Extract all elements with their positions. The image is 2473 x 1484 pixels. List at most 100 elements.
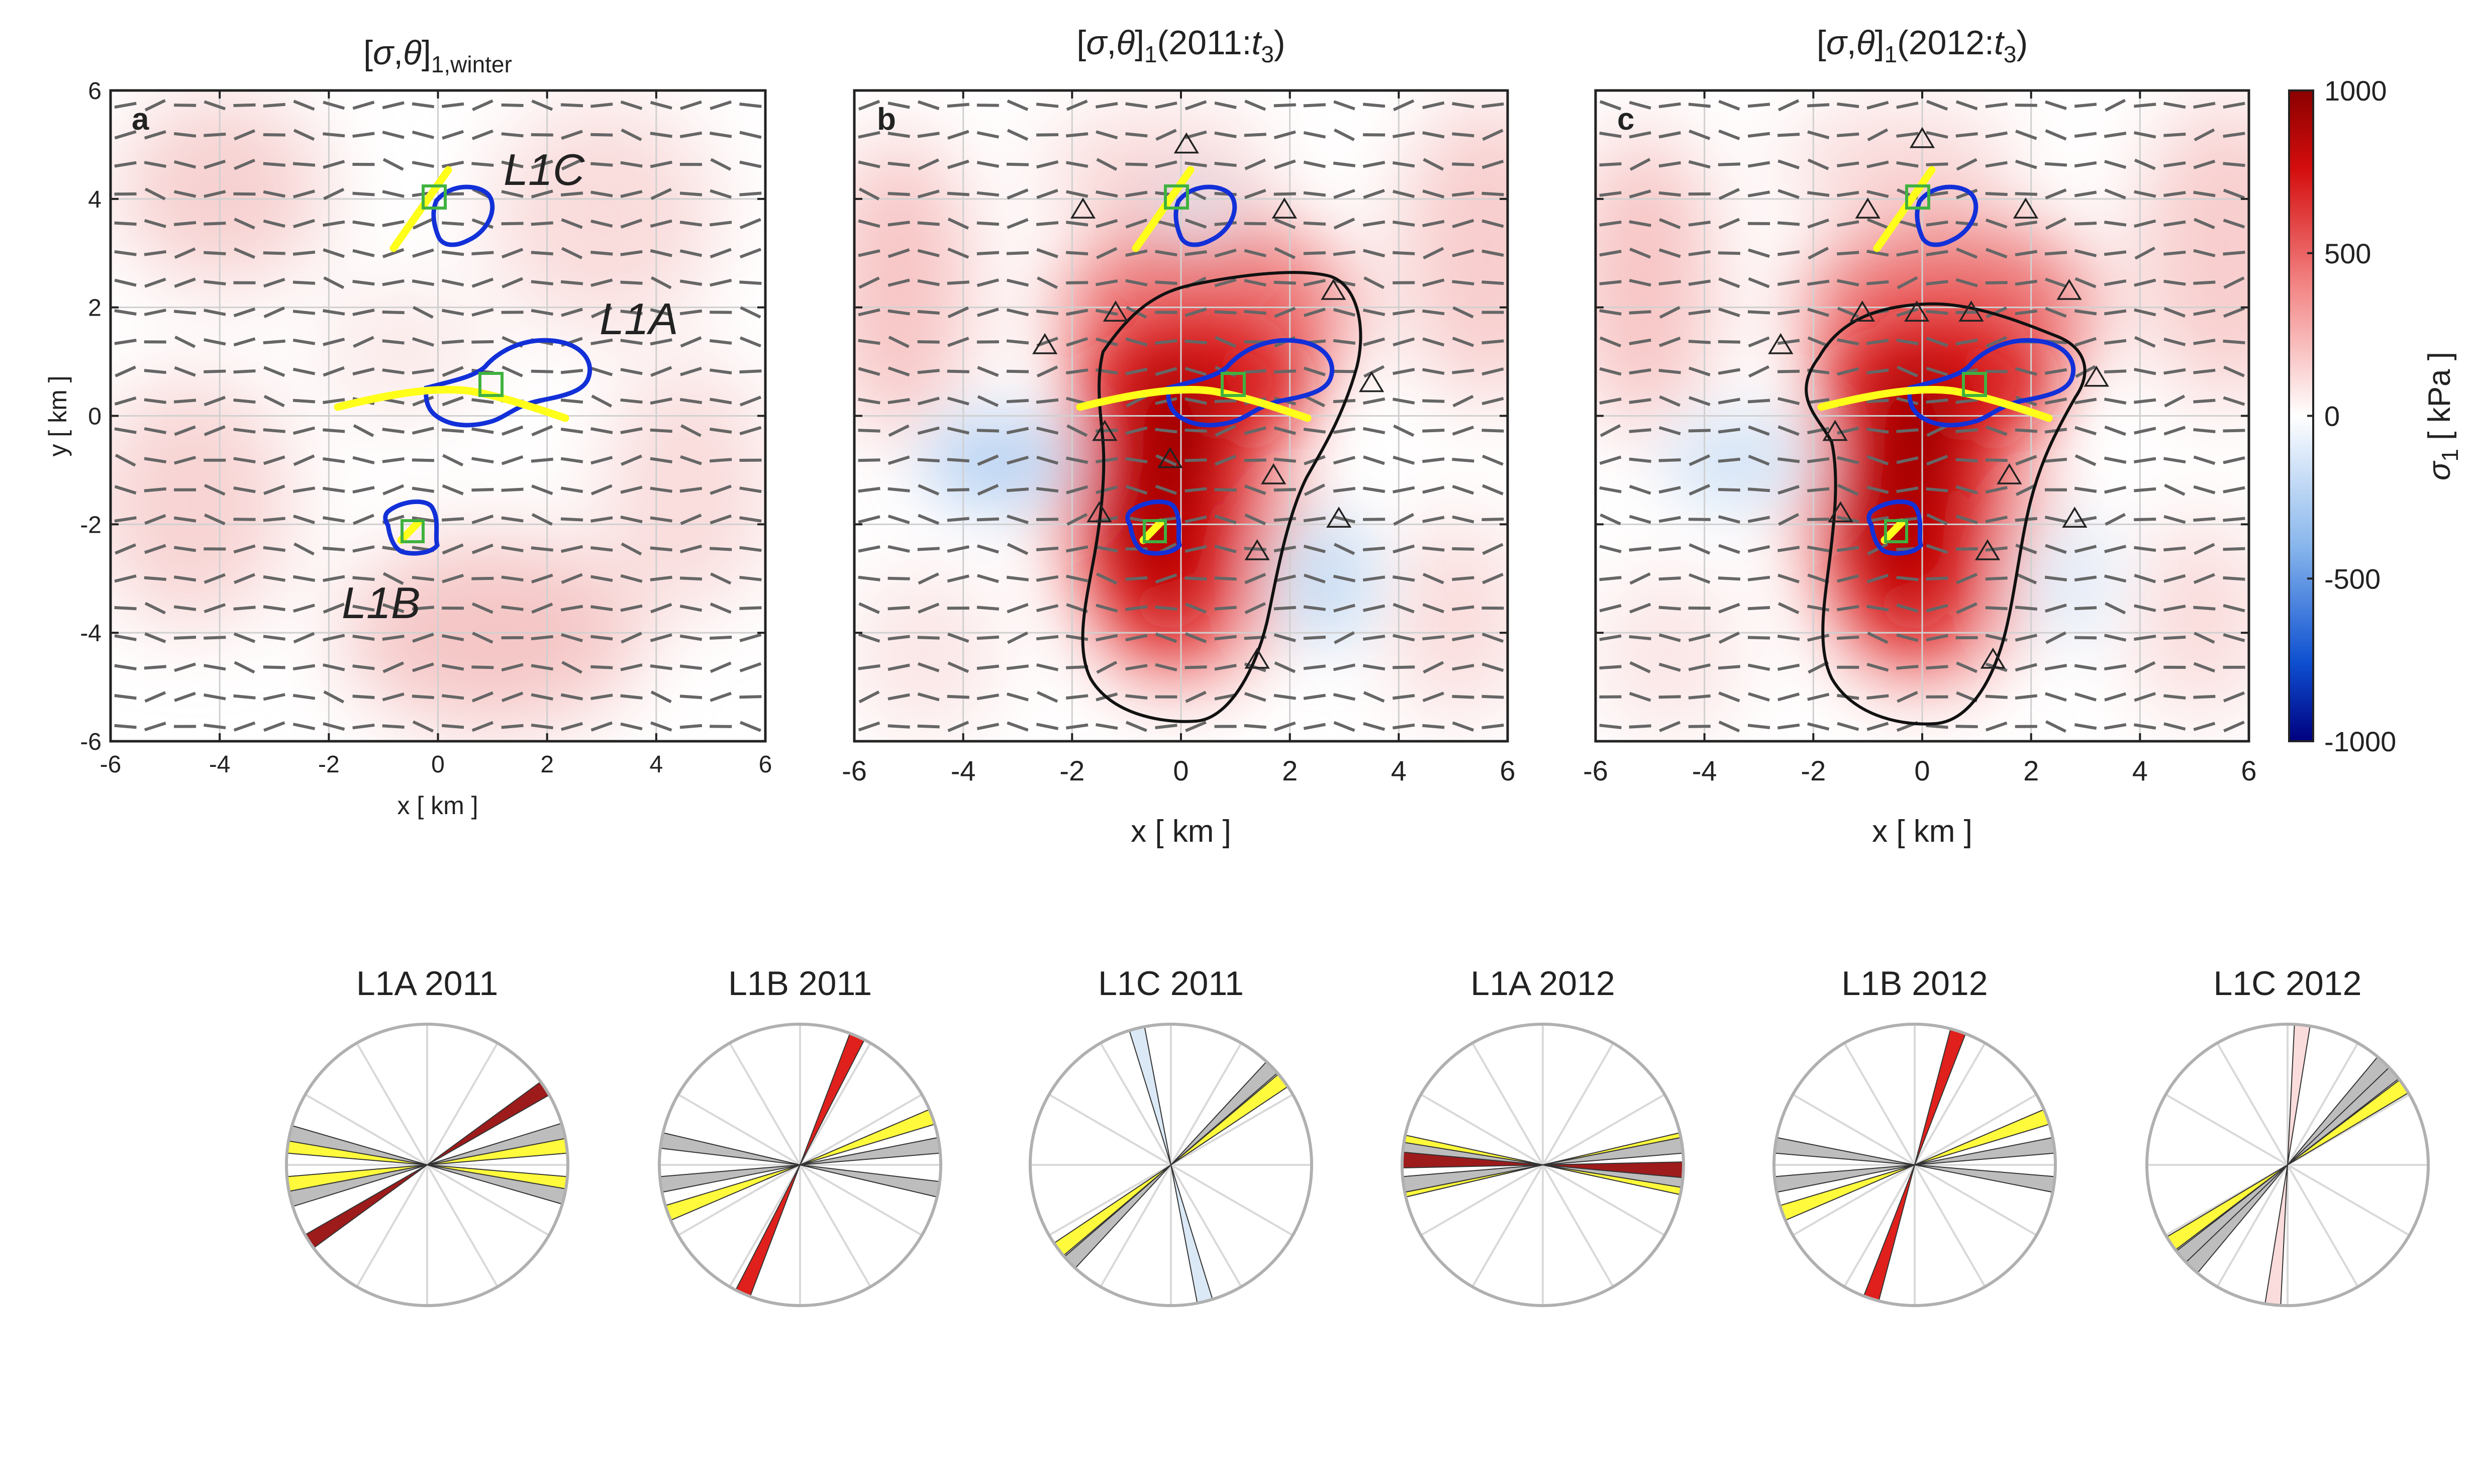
panel-c-box-l1a xyxy=(1962,372,1987,397)
stress-stick xyxy=(1955,221,1978,226)
stress-stick xyxy=(976,664,1000,670)
stress-stick xyxy=(1006,162,1029,166)
stress-stick xyxy=(1155,160,1177,169)
stress-stick xyxy=(352,279,375,286)
x-tick-label: 4 xyxy=(649,751,663,778)
stress-stick xyxy=(2133,723,2156,730)
stress-stick xyxy=(1185,690,1207,703)
stress-stick xyxy=(2223,188,2245,200)
stress-stick xyxy=(710,661,732,673)
stress-stick xyxy=(1392,398,1415,405)
panel-a-box-l1a xyxy=(478,372,504,397)
stress-stick xyxy=(263,575,285,582)
stress-stick xyxy=(2163,102,2186,109)
stress-stick xyxy=(114,309,137,316)
stress-stick xyxy=(621,632,642,644)
stress-stick xyxy=(1393,251,1415,255)
stress-stick xyxy=(1807,103,1830,108)
stress-stick xyxy=(1658,486,1681,494)
stress-stick xyxy=(292,250,316,256)
stress-stick xyxy=(263,103,285,108)
stress-stick xyxy=(263,306,285,319)
stress-stick xyxy=(679,131,703,138)
stress-stick xyxy=(590,250,613,256)
rose-wedge-grey xyxy=(659,1132,801,1165)
stress-stick xyxy=(887,724,910,729)
stress-stick xyxy=(1184,576,1207,581)
stress-stick xyxy=(2223,517,2245,522)
station-marker xyxy=(2084,365,2109,387)
panel-a-ylabel: y [ km ] xyxy=(44,375,72,456)
stress-stick xyxy=(887,278,910,287)
stress-stick xyxy=(2163,546,2186,552)
stress-stick xyxy=(352,723,375,730)
stress-stick xyxy=(590,721,613,732)
stress-stick xyxy=(2045,188,2067,200)
stress-stick xyxy=(976,574,999,583)
stress-stick xyxy=(1955,311,1978,314)
stress-stick xyxy=(1629,368,1651,375)
stress-stick xyxy=(144,544,166,554)
stress-stick xyxy=(1747,487,1770,492)
stress-stick xyxy=(1777,159,1800,169)
stress-stick xyxy=(1658,191,1681,197)
stress-stick xyxy=(2193,190,2216,197)
stress-stick xyxy=(471,251,494,256)
rose-wedge-yellow xyxy=(1170,1073,1289,1165)
stress-stick xyxy=(1629,310,1651,315)
stress-stick xyxy=(1214,248,1237,258)
stress-stick xyxy=(620,427,643,434)
stress-stick xyxy=(1007,100,1029,111)
stress-stick xyxy=(650,276,672,289)
stress-stick xyxy=(1658,426,1681,436)
stress-stick xyxy=(2163,161,2186,168)
x-tick-label: -4 xyxy=(209,751,231,778)
stress-stick xyxy=(560,280,583,285)
rose-wedge-grey xyxy=(1402,1164,1543,1193)
stress-stick xyxy=(234,218,255,230)
stress-stick xyxy=(887,248,910,258)
stress-stick xyxy=(234,661,255,674)
stress-stick xyxy=(739,662,762,672)
stress-stick xyxy=(710,368,732,375)
stress-stick xyxy=(2223,162,2245,167)
stress-stick xyxy=(590,635,613,641)
stress-stick xyxy=(1896,456,1919,464)
stress-stick xyxy=(1333,663,1356,671)
stress-stick xyxy=(620,280,643,285)
stress-stick xyxy=(917,397,940,406)
stress-stick xyxy=(976,635,1000,640)
stress-stick xyxy=(1214,544,1237,553)
stress-stick xyxy=(1066,513,1088,526)
stress-stick xyxy=(1599,398,1622,405)
stress-stick xyxy=(352,367,375,376)
stress-stick xyxy=(233,307,256,318)
panel-a-box-l1c xyxy=(422,184,447,210)
stress-stick xyxy=(2194,128,2215,142)
stress-stick xyxy=(501,132,524,138)
stress-stick xyxy=(1955,188,1978,200)
stress-stick xyxy=(1273,633,1296,642)
stress-stick xyxy=(710,691,732,702)
stress-stick xyxy=(1036,723,1059,730)
stress-stick xyxy=(1392,694,1415,700)
stress-stick xyxy=(1333,308,1356,317)
stress-stick xyxy=(1452,605,1474,611)
stress-stick xyxy=(2104,309,2127,316)
stress-stick xyxy=(1423,661,1444,674)
stress-stick xyxy=(1985,192,2008,196)
stress-stick xyxy=(204,132,226,137)
stress-stick xyxy=(1689,573,1711,584)
stress-stick xyxy=(1422,516,1445,523)
stress-stick xyxy=(1422,131,1445,139)
stress-stick xyxy=(887,606,910,611)
stress-stick xyxy=(947,280,969,285)
stress-stick xyxy=(352,664,375,670)
stress-stick xyxy=(233,694,256,700)
colorbar-tick-label: 1000 xyxy=(2324,75,2387,107)
stress-stick xyxy=(2015,104,2037,107)
panel-a-label-l1a: L1A xyxy=(600,294,678,344)
stress-stick xyxy=(1006,308,1029,317)
stress-stick xyxy=(1837,483,1859,496)
stress-stick xyxy=(1897,276,1918,289)
